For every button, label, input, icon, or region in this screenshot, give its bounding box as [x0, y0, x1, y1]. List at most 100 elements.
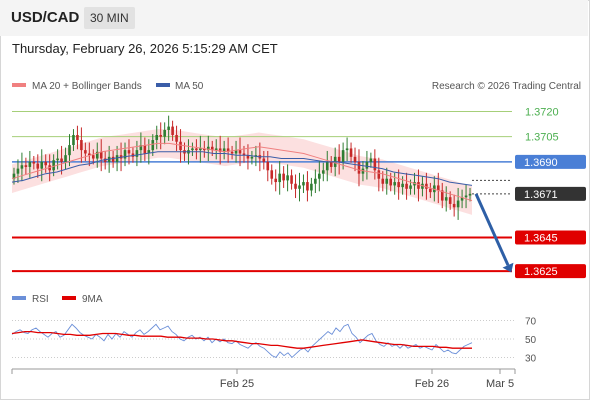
candle-body	[302, 182, 305, 186]
x-axis: Feb 25 Feb 26 Mar 5	[11, 368, 516, 390]
candle-body	[88, 153, 91, 156]
ma50-line	[11, 151, 473, 186]
candle-body	[436, 185, 440, 191]
level-tag-5	[515, 264, 586, 279]
candle-body	[373, 158, 377, 171]
credit-text: Research © 2026 Trading Central	[432, 81, 581, 92]
timeframe-button[interactable]: 30 MIN	[84, 7, 135, 29]
candle-body	[76, 134, 79, 141]
candle-body	[345, 148, 349, 151]
candle-body	[226, 148, 230, 152]
candle-body	[270, 170, 274, 179]
candle-body	[111, 156, 115, 162]
candle-body	[206, 146, 210, 151]
candle-body	[40, 161, 44, 169]
x-tick-label-2: Mar 5	[486, 378, 514, 390]
ma20-line	[11, 142, 473, 202]
candle-body	[60, 158, 63, 162]
candle-body	[444, 197, 448, 201]
candle-body	[64, 155, 67, 162]
forecast-arrow-shaft	[474, 193, 510, 266]
candle-body	[357, 161, 361, 174]
price-panel: 1.3720 1.3705 1.3690 1.3671 1.3645 1.3625	[11, 106, 586, 279]
candle-body	[421, 183, 424, 189]
candle-body	[448, 197, 452, 204]
level-tag-4	[515, 230, 586, 245]
candle-body	[325, 161, 329, 171]
candle-body	[397, 182, 400, 188]
candle-body	[210, 146, 214, 151]
candle-body	[306, 182, 309, 191]
candle-body	[456, 200, 460, 208]
candle-body	[238, 150, 242, 154]
candle-body	[12, 173, 16, 179]
candle-body	[191, 148, 194, 151]
rsi-tick-70: 70	[525, 317, 537, 328]
legend-rsi-ma-swatch	[62, 296, 76, 300]
candle-body	[262, 158, 266, 162]
resistance-label-0: 1.3720	[525, 106, 559, 118]
candle-body	[163, 129, 166, 137]
candle-body	[464, 195, 468, 198]
legend-bollinger-swatch	[12, 83, 26, 87]
legend-ma50-swatch	[156, 83, 170, 87]
x-tick-label-0: Feb 25	[220, 378, 254, 390]
candle-body	[266, 161, 270, 171]
legend-ma50-label: MA 50	[175, 81, 204, 92]
candle-body	[80, 140, 83, 151]
candle-body	[440, 190, 444, 201]
candle-body	[115, 155, 119, 162]
candle-body	[337, 156, 341, 162]
candle-body	[44, 161, 48, 166]
legend-rsi-ma-label: 9MA	[82, 294, 103, 305]
candle-body	[91, 155, 95, 159]
forecast-arrow-head	[502, 262, 514, 273]
candle-body	[282, 173, 285, 181]
candle-body	[234, 150, 238, 154]
rsi-tick-50: 50	[525, 335, 537, 346]
candle-body	[123, 150, 127, 159]
candle-body	[274, 178, 278, 183]
candle-body	[159, 134, 163, 137]
candle-body	[24, 165, 28, 167]
candle-body	[36, 163, 40, 169]
chart-header: USD/CAD 30 MIN	[0, 0, 588, 36]
level-tag-3	[515, 186, 586, 201]
candle-body	[56, 158, 59, 161]
rsi-series-ma	[11, 330, 472, 349]
candle-body	[460, 197, 464, 201]
candle-body	[452, 203, 456, 208]
candle-body	[329, 161, 333, 167]
candle-body	[203, 148, 206, 151]
level-label-5: 1.3625	[524, 266, 558, 278]
candle-body	[389, 178, 393, 186]
rsi-tick-30: 30	[525, 353, 537, 364]
candle-body	[349, 148, 353, 157]
candle-body	[32, 161, 36, 164]
resistance-label-1: 1.3705	[525, 132, 559, 144]
candle-body	[139, 145, 143, 151]
candle-body	[68, 145, 71, 156]
candle-body	[195, 148, 198, 151]
candle-body	[341, 150, 345, 162]
candle-body	[28, 161, 32, 167]
candle-body	[175, 134, 178, 142]
rsi-panel: 70 50 30	[11, 317, 537, 364]
candle-body	[294, 183, 297, 189]
legend-bollinger-label: MA 20 + Bollinger Bands	[32, 81, 142, 92]
candle-body	[250, 156, 254, 159]
candle-body	[20, 165, 24, 169]
candle-body	[214, 148, 218, 151]
candle-body	[143, 145, 147, 154]
candle-body	[405, 183, 408, 189]
chart-timestamp: Thursday, February 26, 2026 5:15:29 AM C…	[12, 41, 278, 56]
level-tag-2	[515, 154, 586, 169]
candle-body	[393, 182, 396, 186]
candle-body	[16, 168, 20, 174]
candle-body	[314, 178, 317, 184]
candle-body	[417, 182, 420, 189]
candle-body	[468, 193, 472, 196]
candle-body	[369, 158, 373, 162]
